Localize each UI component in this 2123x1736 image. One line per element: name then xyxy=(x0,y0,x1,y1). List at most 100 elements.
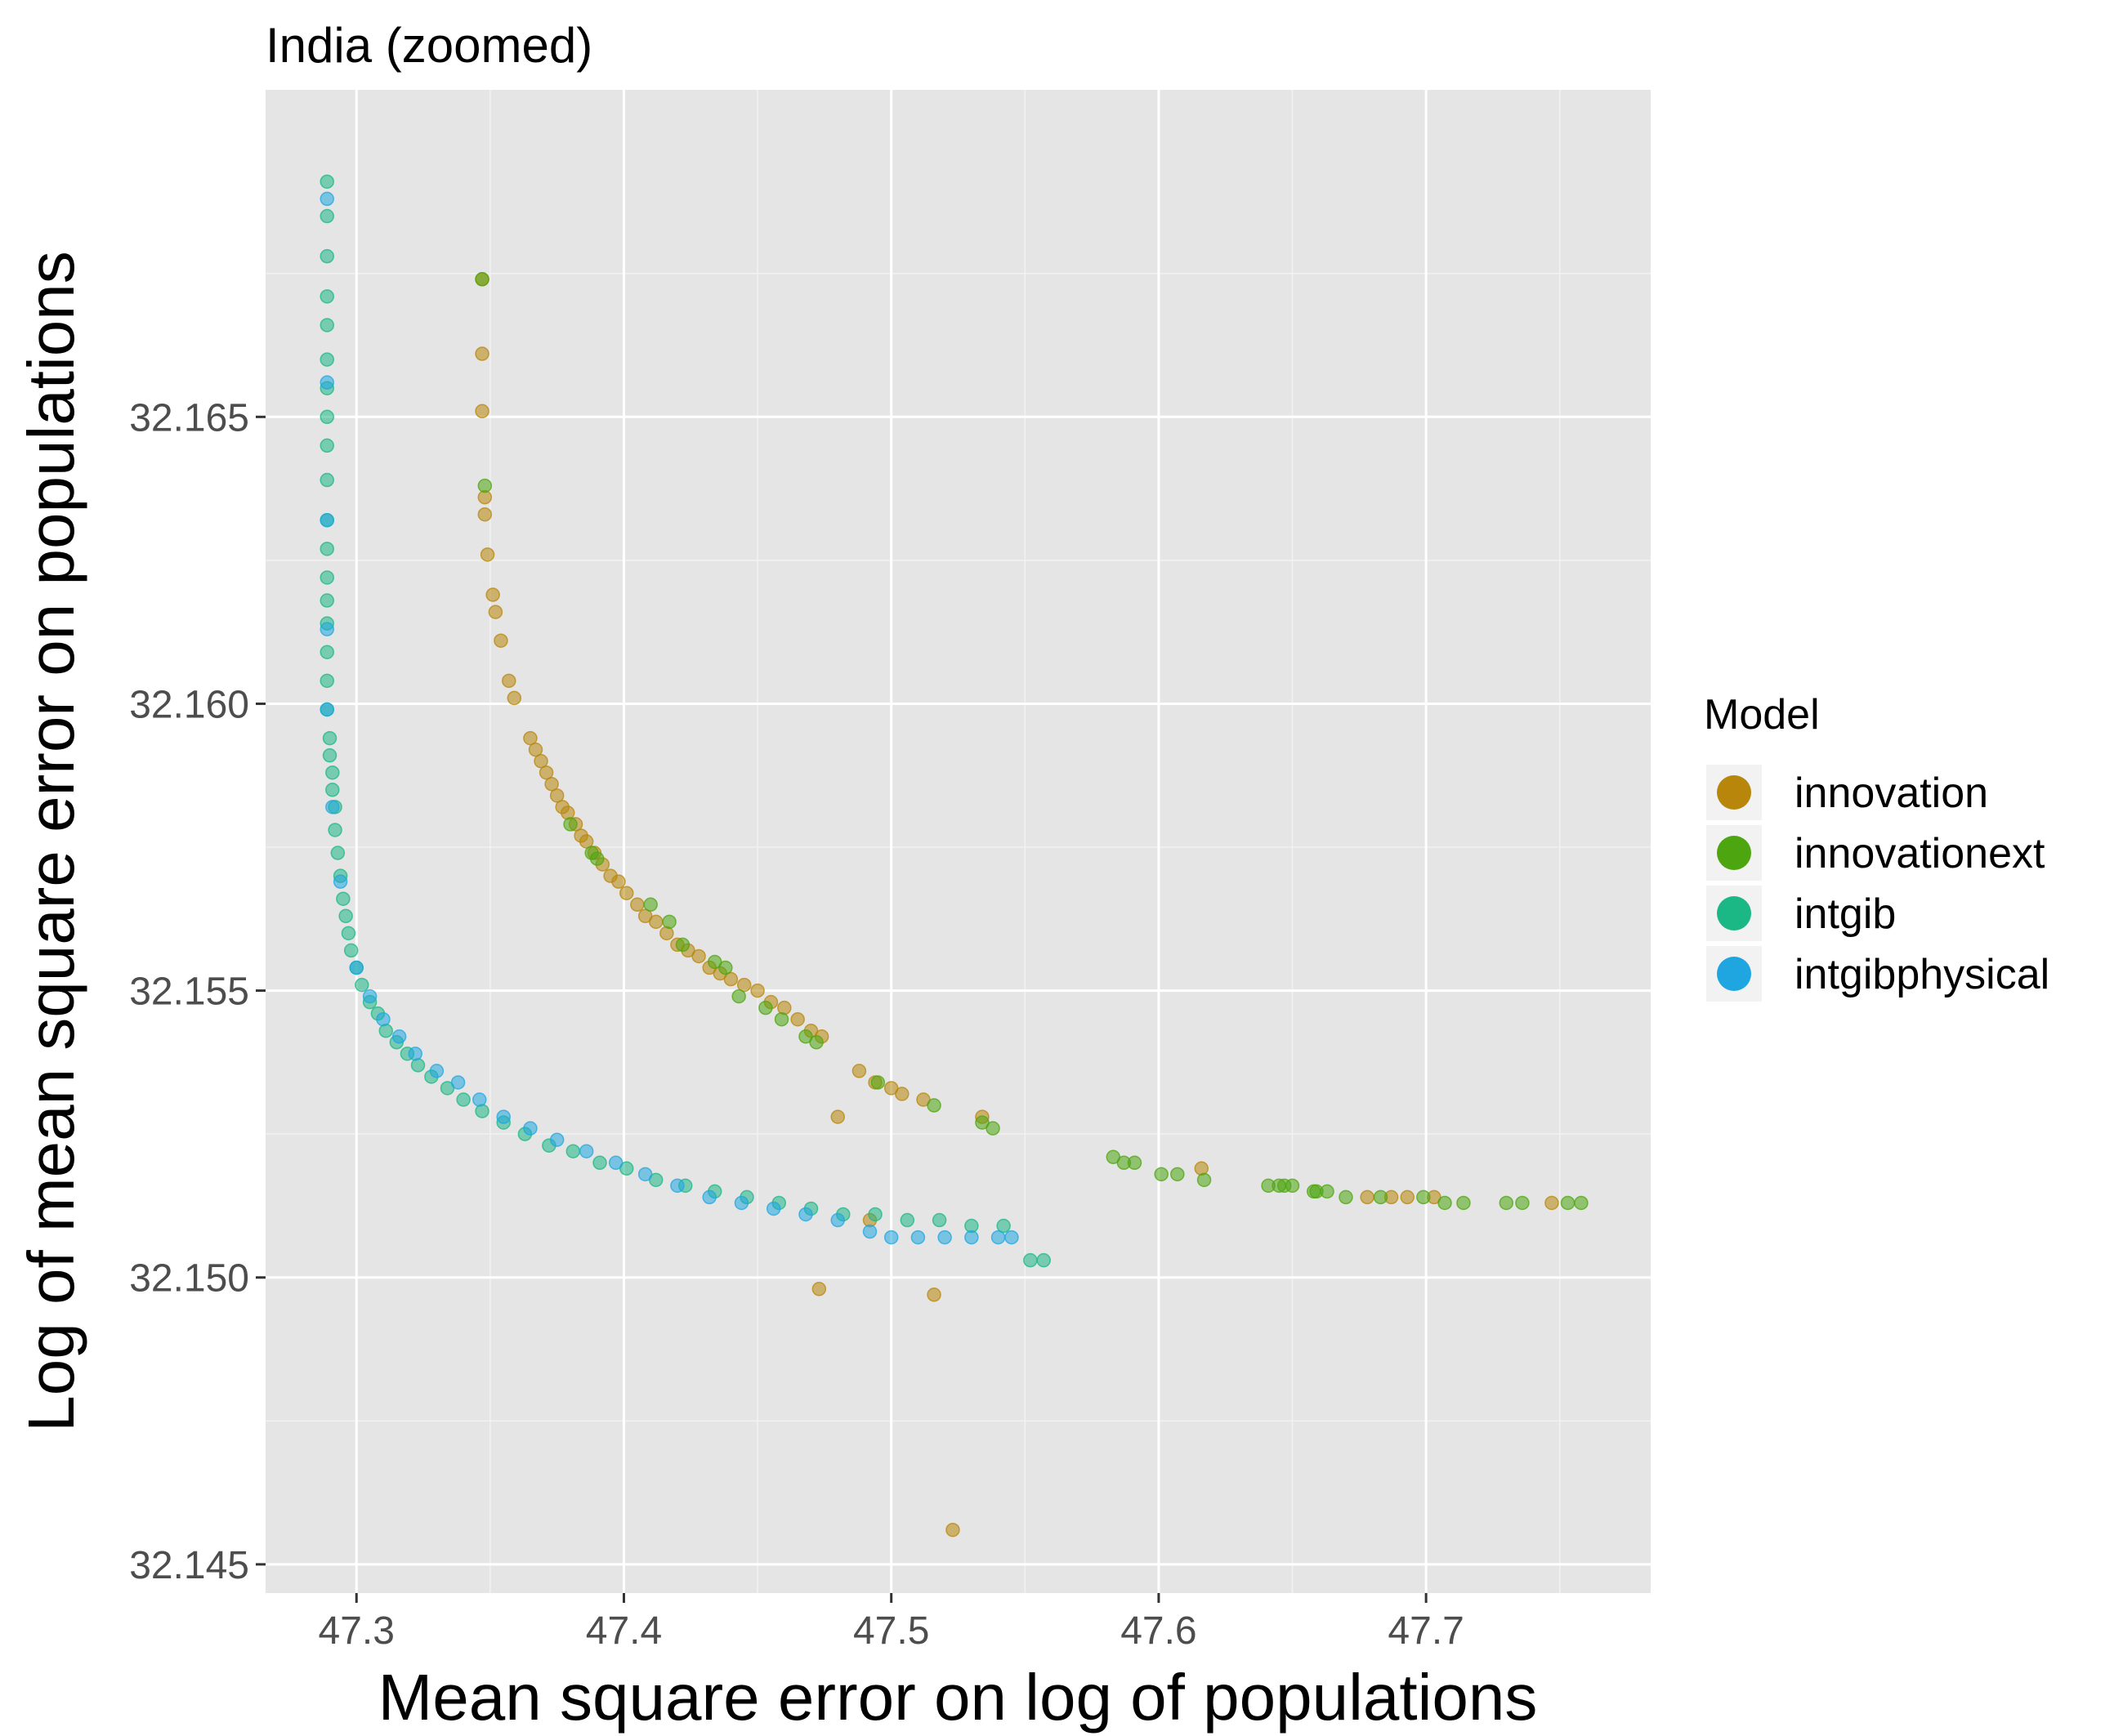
data-point xyxy=(675,937,691,953)
x-tick-label: 47.4 xyxy=(586,1609,662,1653)
data-point xyxy=(830,1109,846,1124)
data-point xyxy=(736,977,752,993)
grid-lines xyxy=(266,90,1651,1593)
data-point xyxy=(475,346,489,361)
data-point xyxy=(320,512,335,528)
data-point xyxy=(355,977,369,993)
data-point xyxy=(734,1195,749,1211)
data-point xyxy=(691,948,706,964)
data-point xyxy=(964,1229,979,1245)
data-point xyxy=(1339,1189,1353,1205)
data-point xyxy=(990,1229,1006,1245)
data-point xyxy=(870,1075,886,1090)
legend-title: Model xyxy=(1704,691,1820,739)
data-point xyxy=(1416,1189,1431,1205)
data-point xyxy=(325,783,340,797)
data-point xyxy=(450,1075,466,1090)
data-point xyxy=(378,1024,393,1038)
data-point xyxy=(477,478,493,493)
data-point xyxy=(549,1132,565,1147)
data-point xyxy=(830,1212,846,1228)
data-point xyxy=(910,1229,926,1245)
data-point xyxy=(472,1092,487,1107)
data-point xyxy=(320,542,335,556)
data-point xyxy=(494,633,508,648)
legend-label: innovationext xyxy=(1794,830,2045,877)
data-point xyxy=(328,823,342,837)
data-point xyxy=(565,1144,581,1158)
data-point xyxy=(1194,1161,1209,1176)
data-point xyxy=(927,1098,941,1113)
data-point xyxy=(643,897,658,913)
data-point xyxy=(349,960,364,975)
data-point xyxy=(1456,1195,1471,1211)
data-point xyxy=(900,1212,915,1228)
data-point xyxy=(362,988,378,1004)
data-point xyxy=(325,800,340,814)
data-point xyxy=(477,507,493,522)
series-innovationext xyxy=(475,272,1589,1211)
legend-item-innovation: innovation xyxy=(1706,765,1988,820)
series-intgibphysical xyxy=(320,191,1019,1245)
data-point xyxy=(376,1011,391,1027)
data-point xyxy=(475,1104,489,1118)
data-point xyxy=(336,891,351,906)
data-point xyxy=(1196,1172,1212,1188)
data-point xyxy=(790,1011,805,1027)
data-point xyxy=(702,1189,717,1205)
y-tick-label: 32.145 xyxy=(129,1544,249,1587)
data-point xyxy=(862,1224,878,1239)
data-point xyxy=(338,908,353,924)
data-point xyxy=(809,1035,824,1050)
data-point xyxy=(330,846,346,860)
data-point xyxy=(485,587,500,602)
x-tick-label: 47.5 xyxy=(853,1609,929,1653)
data-point xyxy=(579,834,594,849)
data-point xyxy=(320,472,335,488)
data-point xyxy=(528,742,543,757)
data-point xyxy=(851,1064,867,1078)
data-point xyxy=(895,1087,910,1101)
data-point xyxy=(608,1155,623,1171)
data-point xyxy=(619,886,634,900)
data-point xyxy=(1499,1195,1514,1211)
data-point xyxy=(1437,1195,1452,1211)
data-point xyxy=(322,748,337,763)
data-point xyxy=(320,191,335,207)
data-point xyxy=(320,593,335,608)
y-axis: 32.145 32.150 32.155 32.160 32.165 xyxy=(129,396,266,1587)
data-point xyxy=(320,208,335,224)
data-point xyxy=(592,1155,607,1171)
data-point xyxy=(637,1167,653,1182)
data-points xyxy=(320,174,1589,1537)
data-point xyxy=(811,1282,827,1296)
legend-label: intgib xyxy=(1794,890,1896,938)
data-point xyxy=(718,960,733,975)
chart-title: India (zoomed) xyxy=(266,18,592,73)
data-point xyxy=(320,438,335,453)
data-point xyxy=(1360,1189,1374,1205)
data-point xyxy=(766,1201,781,1216)
data-point xyxy=(410,1058,426,1073)
data-point xyxy=(777,1000,792,1015)
data-point xyxy=(320,248,335,264)
data-point xyxy=(579,1144,594,1158)
data-point xyxy=(670,1178,685,1194)
data-point xyxy=(996,1218,1011,1234)
data-point xyxy=(322,730,337,746)
data-point xyxy=(1036,1252,1051,1268)
legend-item-innovationext: innovationext xyxy=(1706,825,2045,881)
data-point xyxy=(343,943,359,958)
legend-label: innovation xyxy=(1794,770,1988,817)
data-point xyxy=(341,926,356,941)
data-point xyxy=(408,1047,422,1061)
data-point xyxy=(320,318,335,332)
data-point xyxy=(590,851,605,866)
data-point xyxy=(630,897,645,913)
y-tick-label: 32.155 xyxy=(129,971,249,1014)
data-point xyxy=(662,914,677,930)
data-point xyxy=(496,1109,511,1124)
data-point xyxy=(945,1522,960,1537)
data-point xyxy=(1320,1184,1334,1199)
